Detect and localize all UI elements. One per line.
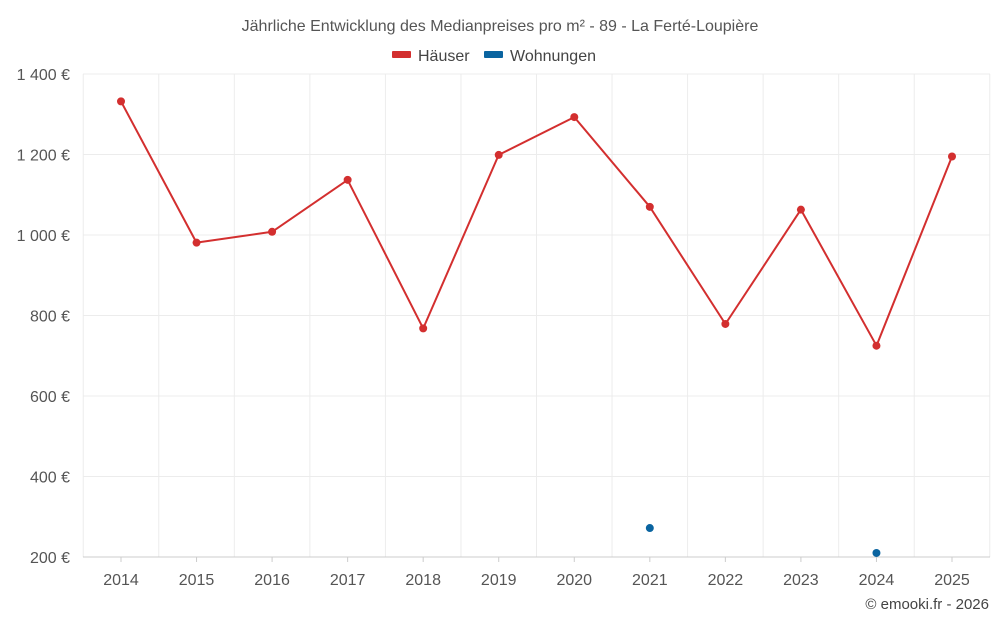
y-tick-label: 600 € [30, 389, 70, 406]
data-point-haeuser-2016 [268, 227, 277, 236]
data-point-wohnungen-2024 [872, 548, 881, 557]
x-tick-label-2023: 2023 [783, 572, 819, 589]
legend-swatch-haeuser [392, 51, 411, 58]
axes: 200 € 400 € 600 € 800 € 1 000 € 1 200 € 1 400 … [17, 67, 990, 589]
grid [82, 73, 991, 557]
credit-text: © emooki.fr - 2026 [865, 596, 989, 613]
data-point-haeuser-2017 [343, 175, 352, 184]
x-tick-label-2025: 2025 [934, 572, 970, 589]
y-tick-label: 1 000 € [17, 228, 70, 245]
data-point-haeuser-2018 [419, 324, 428, 333]
legend-label-haeuser: Häuser [418, 48, 470, 65]
x-tick-label-2024: 2024 [859, 572, 895, 589]
y-tick-label: 1 400 € [17, 67, 70, 84]
legend-label-wohnungen: Wohnungen [510, 48, 596, 65]
data-point-haeuser-2020 [570, 113, 579, 122]
x-tick-label-2016: 2016 [254, 572, 290, 589]
y-tick-label: 400 € [30, 470, 70, 487]
x-tick-label-2014: 2014 [103, 572, 139, 589]
legend-item-wohnungen[interactable]: Wohnungen [484, 48, 596, 65]
y-tick-label: 800 € [30, 309, 70, 326]
y-tick-label: 200 € [30, 550, 70, 567]
chart-title: Jährliche Entwicklung des Medianpreises … [242, 18, 759, 35]
data-point-haeuser-2025 [948, 152, 956, 161]
x-tick-label-2015: 2015 [179, 572, 215, 589]
x-tick-label-2021: 2021 [632, 572, 668, 589]
data-point-haeuser-2022 [721, 319, 730, 328]
x-tick-label-2020: 2020 [556, 572, 592, 589]
data-point-haeuser-2023 [796, 205, 805, 214]
data-point-haeuser-2021 [645, 202, 654, 211]
x-tick-label-2018: 2018 [405, 572, 441, 589]
x-tick-label-2022: 2022 [708, 572, 744, 589]
legend-item-haeuser[interactable]: Häuser [392, 48, 470, 65]
data-point-wohnungen-2021 [645, 524, 654, 533]
series [117, 97, 956, 557]
data-point-haeuser-2024 [872, 341, 881, 350]
legend: Häuser Wohnungen [392, 48, 596, 65]
y-tick-label: 1 200 € [17, 148, 70, 165]
x-tick-label-2019: 2019 [481, 572, 517, 589]
legend-swatch-wohnungen [484, 51, 503, 58]
data-point-haeuser-2019 [494, 150, 503, 159]
data-point-haeuser-2015 [192, 238, 201, 247]
series-line-haeuser [120, 100, 953, 347]
data-point-haeuser-2014 [117, 97, 125, 106]
x-tick-label-2017: 2017 [330, 572, 366, 589]
